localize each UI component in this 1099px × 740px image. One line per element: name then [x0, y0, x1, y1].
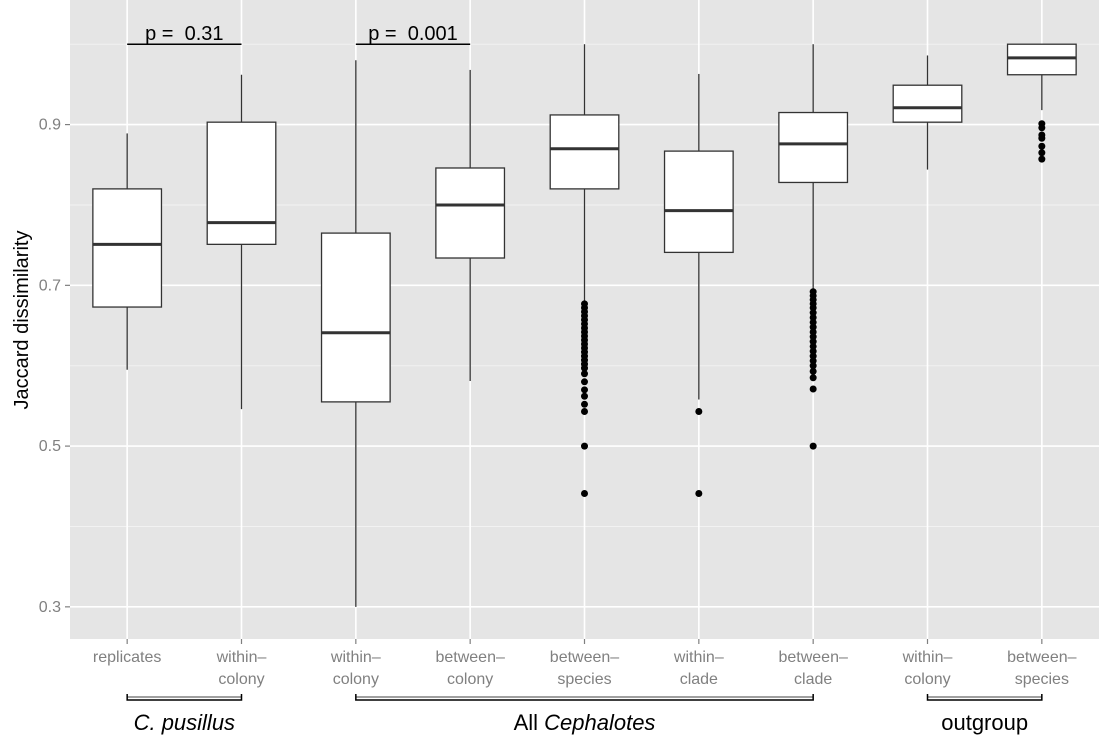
box-body — [435, 167, 506, 259]
outlier-point — [581, 378, 588, 386]
box-3 — [320, 60, 391, 607]
y-tick-label: 0.7 — [39, 277, 61, 294]
outlier-point — [581, 408, 588, 416]
group-2: All Cephalotes — [355, 694, 814, 735]
outlier-point — [809, 313, 817, 321]
x-tick-label: species — [557, 671, 611, 688]
outlier-point — [581, 370, 588, 378]
outlier-point — [809, 442, 817, 450]
box-9 — [1006, 43, 1077, 163]
group-3: outgroup — [926, 694, 1043, 735]
box-body — [892, 84, 963, 123]
outlier-point — [581, 442, 588, 450]
x-tick-label: clade — [794, 671, 832, 688]
box-body — [1006, 43, 1077, 76]
x-tick-label: clade — [680, 671, 718, 688]
x-tick-label: replicates — [93, 649, 161, 666]
y-axis: 0.3 0.5 0.7 0.9 — [39, 117, 70, 616]
box-body — [92, 188, 163, 308]
outlier-point — [1038, 155, 1046, 163]
p-value-annotations: p = 0.31p = 0.001p = 0.001p = 0.001p = 0… — [127, 23, 471, 45]
x-tick-label: between– — [550, 649, 619, 666]
x-tick-label: within– — [902, 649, 953, 666]
box-body — [320, 232, 391, 403]
x-tick-label: between– — [1007, 649, 1076, 666]
group-label: outgroup — [941, 710, 1028, 735]
group-label-italic: Cephalotes — [544, 710, 655, 735]
comparison-1: p = 0.31 — [127, 23, 242, 45]
outlier-point — [581, 392, 588, 400]
outlier-point — [1038, 142, 1046, 150]
y-tick-label: 0.3 — [39, 599, 61, 616]
group-label: C. pusillus — [134, 710, 235, 735]
outlier-point — [809, 362, 817, 370]
outlier-point — [809, 333, 817, 341]
outlier-point — [809, 309, 817, 317]
box-8 — [892, 55, 963, 170]
outlier-point — [809, 342, 817, 350]
outlier-point — [809, 374, 817, 382]
box-body — [206, 121, 277, 245]
x-tick-label: colony — [904, 671, 950, 688]
box-body — [549, 114, 620, 190]
outlier-point — [809, 352, 817, 360]
box-4 — [435, 69, 506, 381]
outlier-point — [1038, 134, 1046, 142]
x-tick-label: within– — [216, 649, 267, 666]
outlier-point — [581, 386, 588, 394]
x-tick-label: colony — [218, 671, 264, 688]
p-value-label: p = 0.31 — [145, 23, 223, 45]
boxes — [92, 43, 1077, 607]
outlier-point — [809, 304, 817, 312]
y-tick-label: 0.9 — [39, 117, 61, 134]
outlier-point — [809, 385, 817, 393]
outlier-point — [695, 490, 703, 498]
box-7 — [778, 44, 849, 450]
group-label: All Cephalotes — [514, 710, 656, 735]
outlier-point — [809, 318, 817, 326]
box-1 — [92, 133, 163, 370]
outlier-point — [1038, 124, 1046, 132]
group-brackets: C. pusillus All Cephalotes outgroup — [126, 694, 1043, 735]
x-axis: replicates within– colony within– colony betw… — [93, 639, 1077, 688]
outlier-point — [581, 490, 588, 498]
x-tick-label: within– — [330, 649, 381, 666]
group-label-plain: All — [514, 710, 545, 735]
x-tick-label: colony — [447, 671, 493, 688]
outlier-point — [1038, 149, 1046, 157]
box-body — [778, 111, 849, 184]
outlier-point — [809, 338, 817, 346]
group-bracket — [355, 694, 814, 701]
p-value-label: p = 0.001 — [368, 23, 458, 45]
outlier-point — [809, 357, 817, 365]
outlier-point — [581, 400, 588, 408]
x-tick-label: between– — [435, 649, 504, 666]
box-6 — [663, 73, 734, 498]
outlier-point — [809, 323, 817, 331]
group-label-plain: outgroup — [941, 710, 1028, 735]
x-tick-label: within– — [673, 649, 724, 666]
x-tick-label: between– — [778, 649, 847, 666]
outlier-point — [581, 364, 588, 372]
outlier-point — [809, 347, 817, 355]
box-5 — [549, 44, 620, 498]
group-label-italic: C. pusillus — [134, 710, 235, 735]
outlier-point — [695, 408, 703, 416]
x-tick-label: colony — [333, 671, 379, 688]
y-tick-label: 0.5 — [39, 438, 61, 455]
box-2 — [206, 74, 277, 410]
x-tick-label: species — [1015, 671, 1069, 688]
outlier-point — [809, 328, 817, 336]
comparison-2: p = 0.001 — [355, 23, 471, 45]
group-1: C. pusillus — [126, 694, 243, 735]
outlier-point — [809, 367, 817, 375]
box-body — [663, 150, 734, 254]
y-axis-title: Jaccard dissimilarity — [11, 231, 33, 410]
